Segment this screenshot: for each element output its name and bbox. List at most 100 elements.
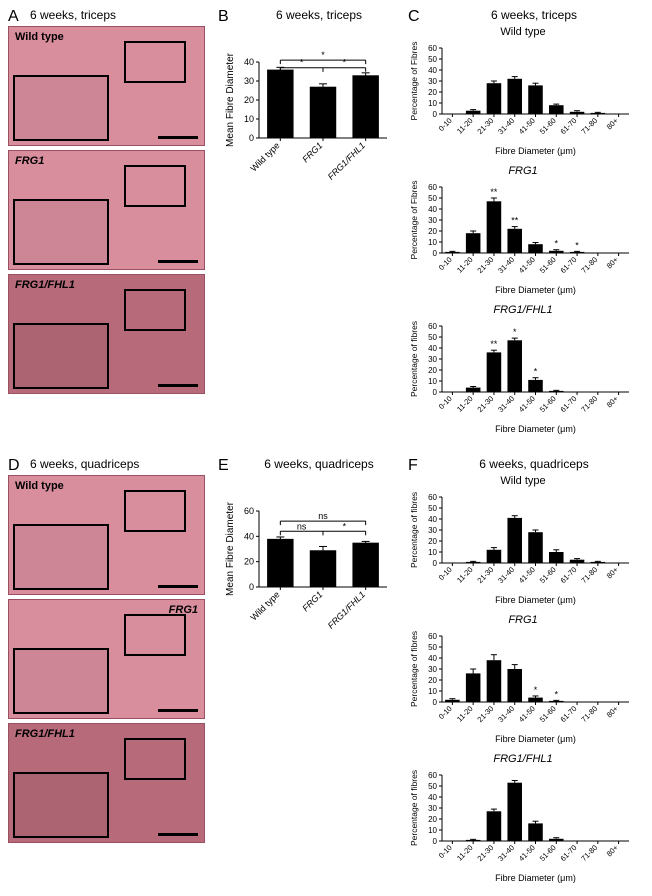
panel-E-barchart: 0204060Mean Fibre DiameterWild typeFRG1F… (223, 485, 393, 645)
svg-text:FRG1: FRG1 (300, 140, 324, 164)
panel-title-F: 6 weeks, quadriceps (430, 457, 638, 471)
svg-text:20: 20 (428, 366, 437, 375)
svg-text:**: ** (490, 187, 498, 197)
svg-text:**: ** (511, 216, 519, 226)
svg-text:Percentage of fibres: Percentage of fibres (409, 492, 419, 568)
svg-text:20: 20 (428, 88, 437, 97)
histogram: Wild type0102030405060Percentage of Fibr… (408, 26, 638, 161)
svg-text:40: 40 (244, 531, 254, 541)
histology-image: Wild type (8, 26, 205, 146)
svg-text:51-60: 51-60 (538, 565, 558, 585)
svg-text:10: 10 (428, 548, 437, 557)
svg-text:31-40: 31-40 (496, 255, 516, 275)
svg-text:*: * (575, 240, 579, 250)
svg-text:71-80: 71-80 (579, 843, 599, 863)
svg-text:30: 30 (428, 526, 437, 535)
svg-text:61-70: 61-70 (559, 116, 579, 136)
svg-text:60: 60 (428, 44, 437, 53)
scale-bar (158, 384, 198, 387)
svg-text:0: 0 (433, 388, 438, 397)
panel-title-E: 6 weeks, quadriceps (240, 457, 398, 471)
svg-text:Percentage of Fibres: Percentage of Fibres (409, 42, 419, 121)
svg-text:30: 30 (428, 216, 437, 225)
histology-label: FRG1/FHL1 (15, 279, 75, 291)
panel-F-histograms: Wild type0102030405060Percentage of fibr… (408, 475, 638, 888)
panel-D-images: Wild type FRG1FRG1/FHL1 (8, 475, 208, 843)
svg-text:ns: ns (318, 511, 328, 521)
svg-text:60: 60 (428, 322, 437, 331)
histology-label: Wild type (15, 31, 64, 43)
svg-text:40: 40 (428, 205, 437, 214)
svg-text:61-70: 61-70 (559, 704, 579, 724)
svg-text:Mean Fibre Diameter: Mean Fibre Diameter (225, 501, 236, 596)
histogram-svg: 0102030405060Percentage of Fibres0-1011-… (408, 177, 633, 295)
histogram: FRG1/FHL10102030405060Percentage of fibr… (408, 304, 638, 439)
svg-text:0: 0 (433, 698, 438, 707)
histology-image: FRG1 (8, 599, 205, 719)
svg-text:60: 60 (428, 771, 437, 780)
panel-title-B: 6 weeks, triceps (240, 8, 398, 22)
svg-text:71-80: 71-80 (579, 116, 599, 136)
svg-text:Percentage of fibres: Percentage of fibres (409, 631, 419, 707)
svg-text:11-20: 11-20 (455, 565, 475, 585)
panel-title-A: 6 weeks, triceps (30, 8, 208, 22)
svg-text:0: 0 (249, 133, 254, 143)
svg-text:*: * (513, 327, 517, 337)
svg-text:40: 40 (428, 793, 437, 802)
svg-text:31-40: 31-40 (496, 843, 516, 863)
svg-text:31-40: 31-40 (496, 116, 516, 136)
svg-text:71-80: 71-80 (579, 704, 599, 724)
panel-C-histograms: Wild type0102030405060Percentage of Fibr… (408, 26, 638, 439)
histogram: Wild type0102030405060Percentage of fibr… (408, 475, 638, 610)
svg-text:61-70: 61-70 (559, 843, 579, 863)
svg-text:50: 50 (428, 194, 437, 203)
histogram-svg: 0102030405060Percentage of Fibres0-1011-… (408, 38, 633, 156)
svg-text:50: 50 (428, 782, 437, 791)
svg-text:Wild type: Wild type (249, 589, 282, 622)
panel-F: F 6 weeks, quadriceps Wild type010203040… (408, 457, 638, 888)
svg-text:FRG1/FHL1: FRG1/FHL1 (326, 140, 367, 181)
svg-text:61-70: 61-70 (559, 255, 579, 275)
svg-text:Fibre Diameter (μm): Fibre Diameter (μm) (495, 734, 576, 744)
svg-text:60: 60 (428, 183, 437, 192)
scale-bar (158, 585, 198, 588)
svg-text:31-40: 31-40 (496, 394, 516, 414)
svg-text:30: 30 (244, 76, 254, 86)
histogram: FRG10102030405060Percentage of fibres0-1… (408, 614, 638, 749)
svg-text:11-20: 11-20 (455, 843, 475, 863)
svg-text:21-30: 21-30 (475, 255, 495, 275)
svg-text:41-50: 41-50 (517, 255, 537, 275)
svg-text:60: 60 (428, 493, 437, 502)
svg-text:*: * (534, 367, 538, 377)
panel-letter-D: D (8, 457, 20, 475)
svg-text:21-30: 21-30 (475, 704, 495, 724)
svg-text:0-10: 0-10 (437, 116, 454, 133)
histology-image: FRG1/FHL1 (8, 723, 205, 843)
svg-text:11-20: 11-20 (455, 394, 475, 414)
svg-text:30: 30 (428, 804, 437, 813)
histogram-svg: 0102030405060Percentage of fibres0-1011-… (408, 626, 633, 744)
svg-text:Fibre Diameter (μm): Fibre Diameter (μm) (495, 424, 576, 434)
svg-text:40: 40 (244, 57, 254, 67)
svg-text:51-60: 51-60 (538, 255, 558, 275)
svg-text:71-80: 71-80 (579, 565, 599, 585)
histology-label: Wild type (15, 480, 64, 492)
histogram-title: FRG1/FHL1 (408, 753, 638, 765)
svg-text:11-20: 11-20 (455, 255, 475, 275)
svg-text:71-80: 71-80 (579, 255, 599, 275)
scale-bar (158, 260, 198, 263)
svg-text:FRG1/FHL1: FRG1/FHL1 (326, 589, 367, 630)
svg-text:0-10: 0-10 (437, 704, 454, 721)
histogram-svg: 0102030405060Percentage of fibres0-1011-… (408, 487, 633, 605)
svg-text:20: 20 (428, 537, 437, 546)
svg-text:11-20: 11-20 (455, 704, 475, 724)
svg-text:41-50: 41-50 (517, 843, 537, 863)
svg-text:61-70: 61-70 (559, 565, 579, 585)
svg-text:*: * (534, 685, 538, 695)
svg-text:21-30: 21-30 (475, 565, 495, 585)
svg-text:21-30: 21-30 (475, 843, 495, 863)
svg-text:50: 50 (428, 55, 437, 64)
svg-text:41-50: 41-50 (517, 394, 537, 414)
svg-text:0-10: 0-10 (437, 565, 454, 582)
panel-letter-F: F (408, 457, 418, 475)
